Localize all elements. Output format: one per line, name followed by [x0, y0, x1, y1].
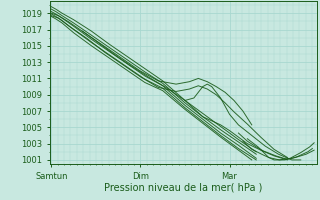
- X-axis label: Pression niveau de la mer( hPa ): Pression niveau de la mer( hPa ): [104, 182, 262, 192]
